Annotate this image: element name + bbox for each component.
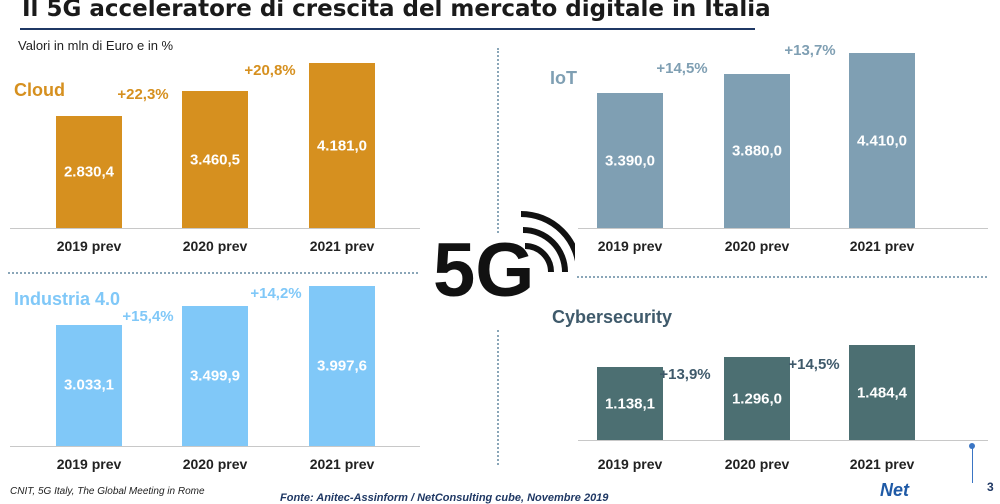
- cloud-growth-label-2: +20,8%: [244, 62, 296, 79]
- cyber-bar-2: 1.296,0: [724, 357, 790, 440]
- industria-panel-title: Industria 4.0: [14, 289, 121, 309]
- netconsulting-logo: Net: [880, 480, 910, 500]
- corner-dot: [969, 443, 975, 449]
- cyber-bar-label-2: 1.296,0: [731, 390, 783, 408]
- cyber-x-axis: [578, 440, 988, 441]
- cloud-x-axis: [10, 228, 420, 229]
- divider-horizontal-left: [8, 272, 418, 274]
- iot-growth-label-2: +13,7%: [784, 42, 836, 59]
- iot-bar-3: 4.410,0: [849, 53, 915, 228]
- cloud-bar-2: 3.460,5: [182, 91, 248, 228]
- cloud-panel-title: Cloud: [14, 80, 65, 100]
- footer-event: CNIT, 5G Italy, The Global Meeting in Ro…: [10, 486, 205, 497]
- page-title: Il 5G acceleratore di crescita del merca…: [22, 0, 771, 22]
- iot-bar-label-1: 3.390,0: [604, 152, 656, 170]
- divider-horizontal-right: [577, 276, 987, 278]
- cyber-bar-3: 1.484,4: [849, 345, 915, 440]
- 5g-logo-text: 5G: [433, 228, 534, 310]
- iot-bar-label-2: 3.880,0: [731, 142, 783, 160]
- iot-category-label-1: 2019 prev: [597, 238, 663, 254]
- corner-line: [972, 447, 973, 483]
- cloud-category-label-3: 2021 prev: [309, 238, 375, 254]
- industria-bar-2: 3.499,9: [182, 305, 248, 446]
- industria-bar-label-2: 3.499,9: [189, 367, 241, 385]
- industria-growth-label-1: +15,4%: [122, 308, 174, 325]
- 5g-logo-icon: 5G: [433, 211, 575, 310]
- cloud-bar-label-1: 2.830,4: [63, 163, 115, 181]
- industria-bar-1: 3.033,1: [56, 324, 122, 446]
- cyber-bar-label-3: 1.484,4: [856, 384, 908, 401]
- divider-vertical-bottom: [497, 330, 499, 465]
- cyber-bar-1: 1.138,1: [597, 367, 663, 440]
- cloud-growth-label-1: +22,3%: [117, 86, 169, 103]
- footer-source: Fonte: Anitec-Assinform / NetConsulting …: [280, 492, 609, 504]
- industria-bar-label-1: 3.033,1: [63, 376, 115, 394]
- iot-growth-label-1: +14,5%: [656, 60, 708, 77]
- iot-bar-1: 3.390,0: [597, 93, 663, 228]
- cyber-panel-title: Cybersecurity: [552, 307, 673, 327]
- industria-category-label-2: 2020 prev: [182, 456, 248, 472]
- divider-vertical-top: [497, 48, 499, 233]
- iot-bar-label-3: 4.410,0: [856, 132, 908, 149]
- industria-growth-label-2: +14,2%: [250, 285, 302, 302]
- industria-bar-label-3: 3.997,6: [316, 357, 368, 375]
- industria-x-axis: [10, 446, 420, 447]
- industria-bar-3: 3.997,6: [309, 286, 375, 446]
- title-underline: [20, 28, 755, 30]
- industria-category-label-3: 2021 prev: [309, 456, 375, 472]
- units-subtitle: Valori in mln di Euro e in %: [18, 38, 174, 53]
- cloud-bar-3: 4.181,0: [309, 63, 375, 228]
- cloud-category-label-2: 2020 prev: [182, 238, 248, 254]
- cyber-category-label-3: 2021 prev: [849, 456, 915, 472]
- cloud-category-label-1: 2019 prev: [56, 238, 122, 254]
- iot-category-label-3: 2021 prev: [849, 238, 915, 254]
- cyber-growth-label-2: +14,5%: [788, 356, 840, 373]
- iot-category-label-2: 2020 prev: [724, 238, 790, 254]
- industria-category-label-1: 2019 prev: [56, 456, 122, 472]
- cloud-bar-label-2: 3.460,5: [189, 151, 241, 169]
- cloud-bar-1: 2.830,4: [56, 116, 122, 228]
- page-number: 3: [987, 480, 994, 494]
- iot-panel-title: IoT: [550, 68, 577, 88]
- cyber-bar-label-1: 1.138,1: [604, 395, 656, 413]
- cyber-growth-label-1: +13,9%: [659, 366, 711, 383]
- iot-x-axis: [578, 228, 988, 229]
- cyber-category-label-1: 2019 prev: [597, 456, 663, 472]
- iot-bar-2: 3.880,0: [724, 74, 790, 228]
- cyber-category-label-2: 2020 prev: [724, 456, 790, 472]
- cloud-bar-label-3: 4.181,0: [316, 137, 368, 154]
